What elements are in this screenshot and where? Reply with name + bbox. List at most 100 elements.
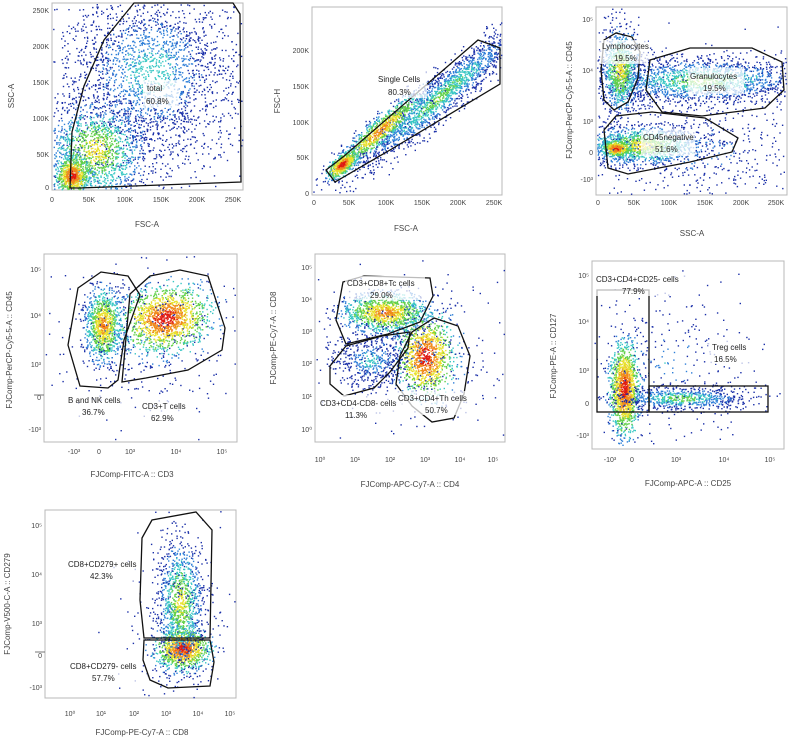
event-dot xyxy=(432,108,433,109)
event-dot xyxy=(142,43,143,44)
event-dot xyxy=(61,163,62,164)
event-dot xyxy=(183,13,184,14)
event-dot xyxy=(176,63,177,64)
event-dot xyxy=(81,135,82,136)
event-dot xyxy=(75,81,76,82)
event-dot xyxy=(378,160,379,161)
event-dot xyxy=(99,164,100,165)
event-dot xyxy=(91,158,92,159)
event-dot xyxy=(198,40,199,41)
event-dot xyxy=(56,181,57,182)
event-dot xyxy=(170,151,171,152)
event-dot xyxy=(498,43,499,44)
event-dot xyxy=(155,168,156,169)
event-dot xyxy=(169,59,170,60)
event-dot xyxy=(134,59,135,60)
event-dot xyxy=(184,48,185,49)
event-dot xyxy=(142,84,143,85)
event-dot xyxy=(143,126,144,127)
event-dot xyxy=(97,97,98,98)
event-dot xyxy=(118,121,119,122)
event-dot xyxy=(66,139,67,140)
event-dot xyxy=(224,35,225,36)
event-dot xyxy=(79,189,80,190)
event-dot xyxy=(91,155,92,156)
event-dot xyxy=(148,76,149,77)
event-dot xyxy=(125,59,126,60)
event-dot xyxy=(201,49,202,50)
event-dot xyxy=(108,173,109,174)
event-dot xyxy=(104,181,105,182)
event-dot xyxy=(159,67,160,68)
event-dot xyxy=(133,29,134,30)
event-dot xyxy=(130,161,131,162)
event-dot xyxy=(139,28,140,29)
event-dot xyxy=(58,148,59,149)
event-dot xyxy=(94,179,95,180)
event-dot xyxy=(101,183,102,184)
event-dot xyxy=(86,176,87,177)
event-dot xyxy=(78,55,79,56)
event-dot xyxy=(115,184,116,185)
event-dot xyxy=(175,67,176,68)
event-dot xyxy=(116,146,117,147)
event-dot xyxy=(96,177,97,178)
event-dot xyxy=(147,49,148,50)
event-dot xyxy=(154,116,155,117)
event-dot xyxy=(128,122,129,123)
event-dot xyxy=(174,43,175,44)
event-dot xyxy=(142,92,143,93)
event-dot xyxy=(100,72,101,73)
event-dot xyxy=(84,159,85,160)
event-dot xyxy=(197,117,198,118)
event-dot xyxy=(105,178,106,179)
event-dot xyxy=(199,110,200,111)
event-dot xyxy=(167,59,168,60)
event-dot xyxy=(84,163,85,164)
event-dot xyxy=(61,171,62,172)
event-dot xyxy=(184,59,185,60)
event-dot xyxy=(235,86,236,87)
event-dot xyxy=(118,69,119,70)
event-dot xyxy=(61,114,62,115)
event-dot xyxy=(128,27,129,28)
event-dot xyxy=(199,85,200,86)
event-dot xyxy=(205,35,206,36)
event-dot xyxy=(103,138,104,139)
event-dot xyxy=(97,129,98,130)
event-dot xyxy=(106,162,107,163)
event-dot xyxy=(164,74,165,75)
event-dot xyxy=(107,65,108,66)
event-dot xyxy=(136,142,137,143)
event-dot xyxy=(187,94,188,95)
event-dot xyxy=(146,179,147,180)
event-dot xyxy=(56,142,57,143)
event-dot xyxy=(138,83,139,84)
event-dot xyxy=(155,77,156,78)
event-dot xyxy=(159,155,160,156)
event-dot xyxy=(110,18,111,19)
event-dot xyxy=(126,50,127,51)
event-dot xyxy=(214,48,215,49)
event-dot xyxy=(177,64,178,65)
event-dot xyxy=(478,74,479,75)
event-dot xyxy=(466,80,467,81)
event-dot xyxy=(394,140,395,141)
event-dot xyxy=(216,47,217,48)
event-dot xyxy=(137,88,138,89)
event-dot xyxy=(63,150,64,151)
event-dot xyxy=(355,188,356,189)
event-dot xyxy=(449,105,450,106)
event-dot xyxy=(170,33,171,34)
event-dot xyxy=(79,170,80,171)
event-dot xyxy=(152,126,153,127)
event-dot xyxy=(61,157,62,158)
event-dot xyxy=(143,153,144,154)
event-dot xyxy=(408,124,409,125)
event-dot xyxy=(68,26,69,27)
event-dot xyxy=(155,158,156,159)
event-dot xyxy=(178,167,179,168)
event-dot xyxy=(173,73,174,74)
event-dot xyxy=(161,110,162,111)
event-dot xyxy=(54,165,55,166)
